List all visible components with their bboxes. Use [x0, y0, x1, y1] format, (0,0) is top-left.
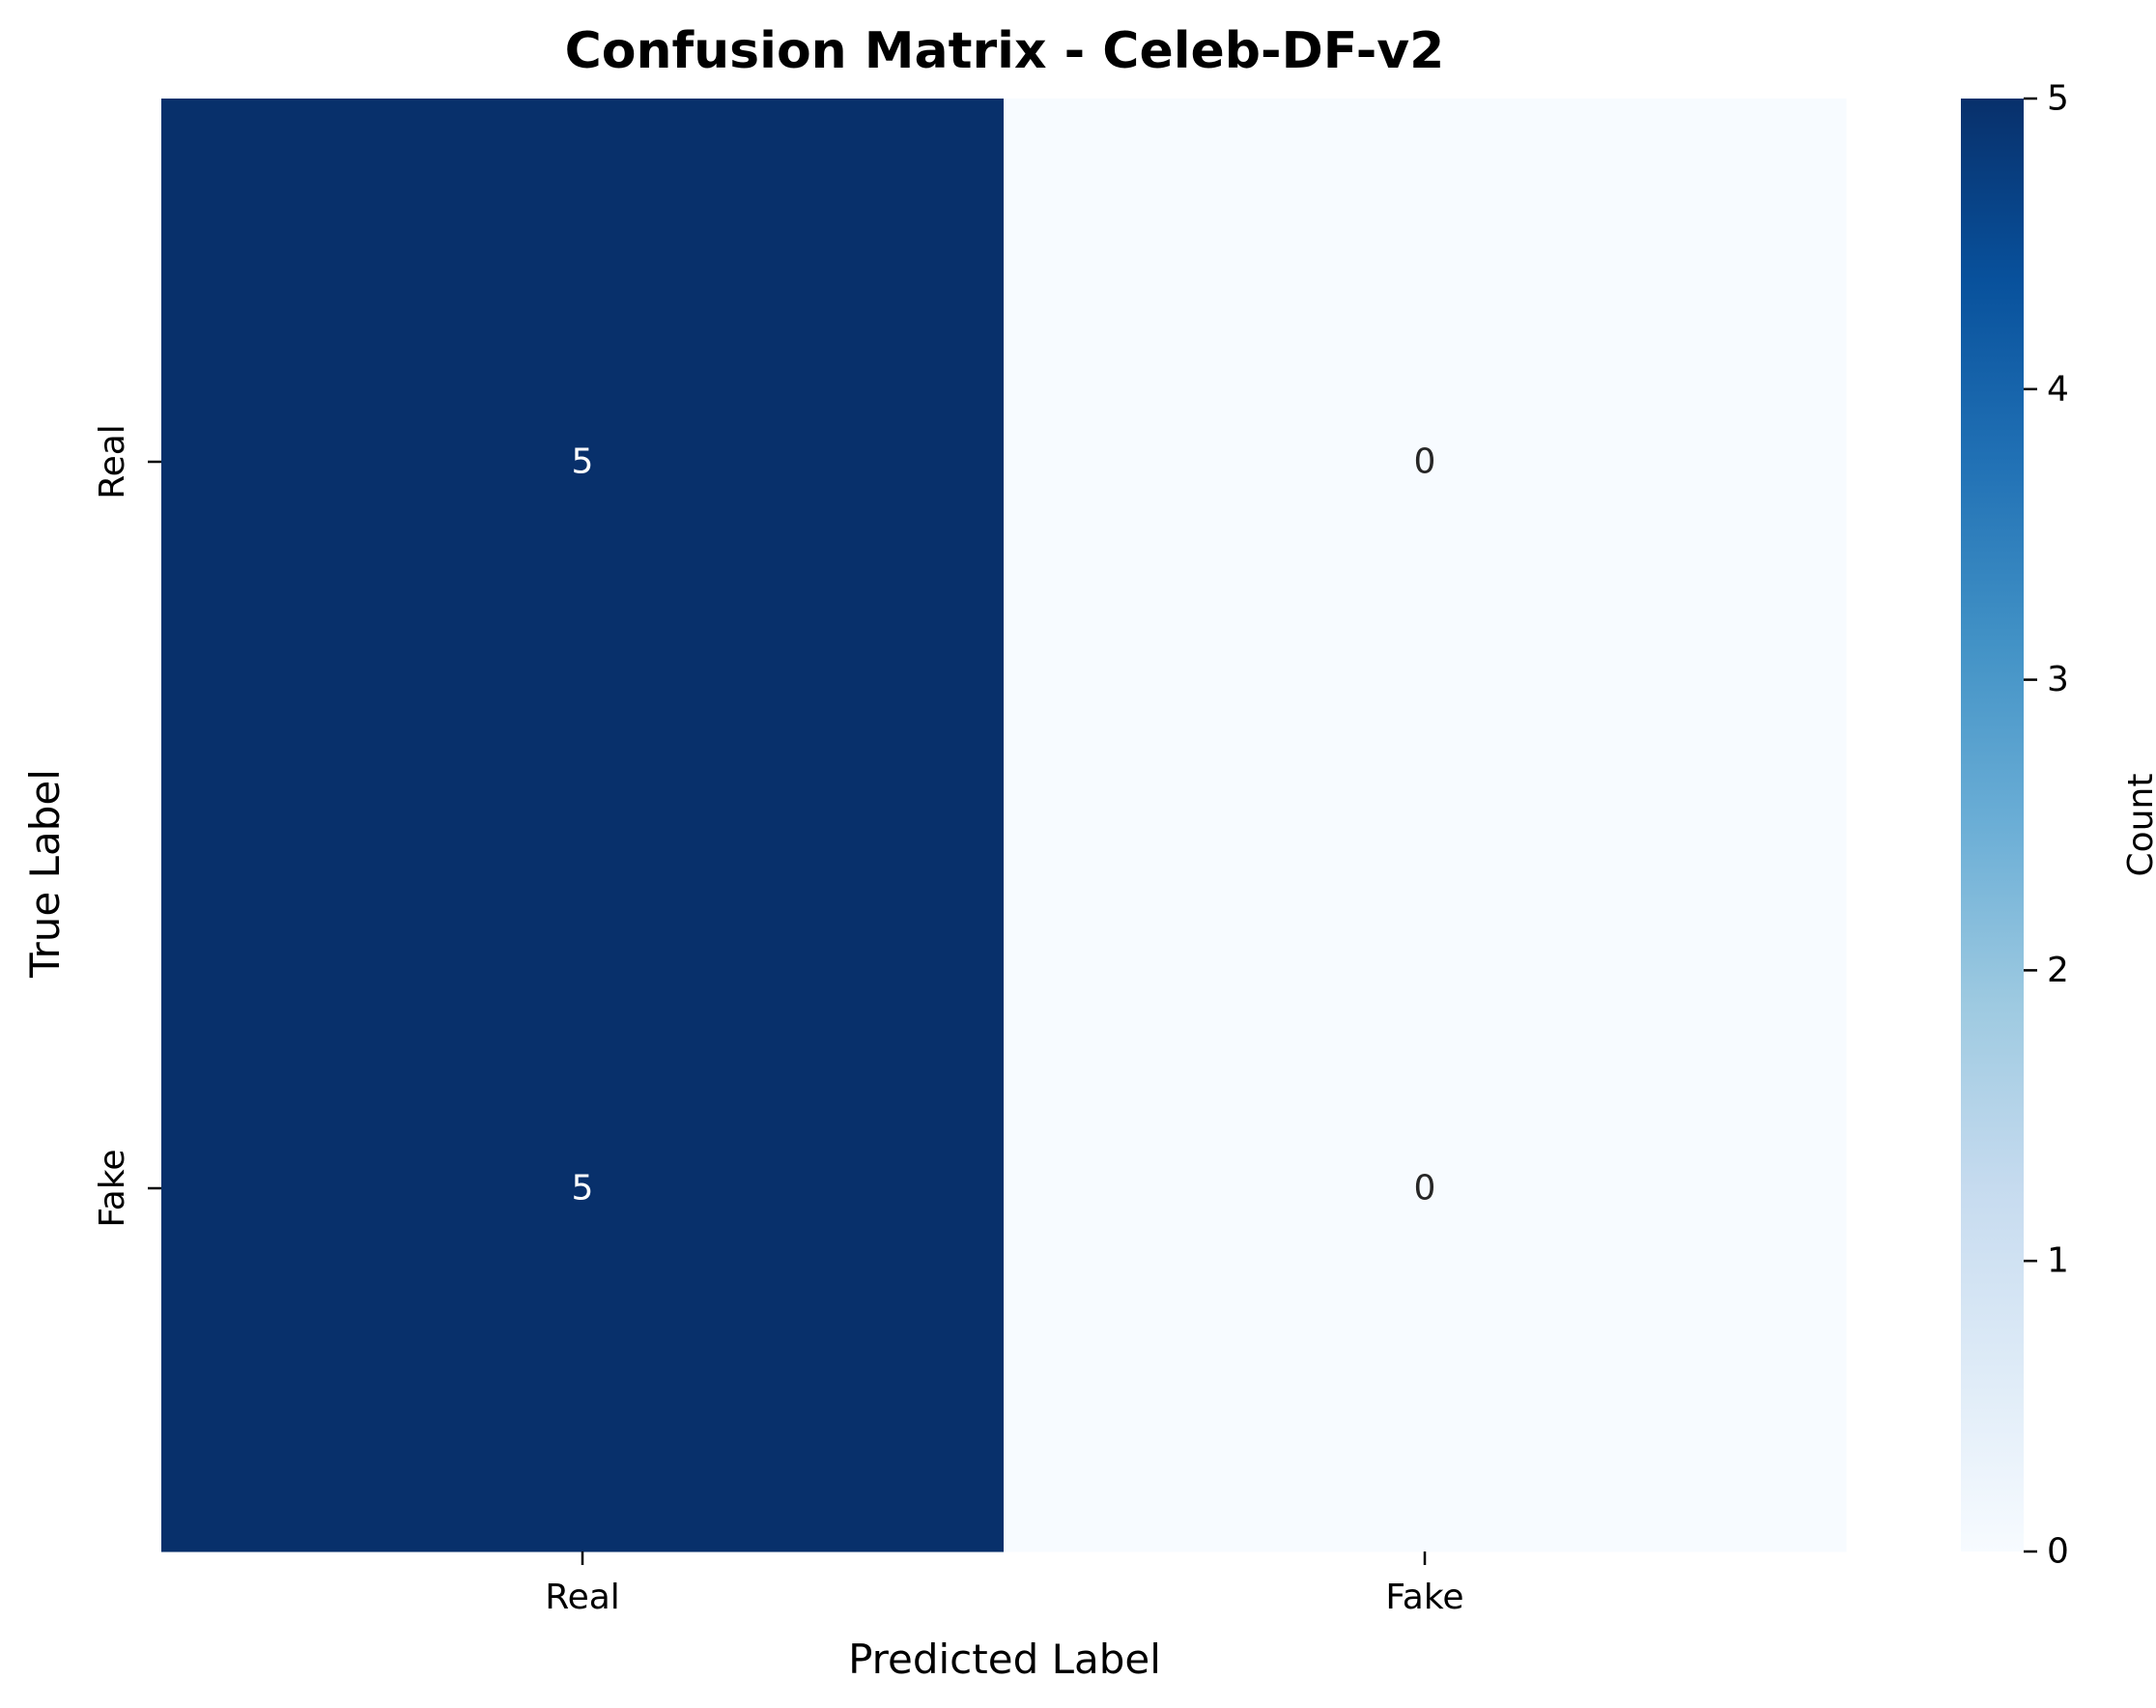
heatmap-annotations: 5 0 5 0 [572, 442, 1436, 1209]
colorbar-tick-label: 3 [2047, 660, 2069, 699]
cell-annotation-1-0: 5 [572, 1169, 594, 1209]
heatmap-cells [161, 99, 1847, 1552]
cell-annotation-0-1: 0 [1414, 442, 1436, 482]
y-tick-label: Fake [93, 1149, 132, 1227]
x-tick-label: Real [545, 1578, 620, 1617]
y-tick-label: Real [93, 424, 132, 499]
x-axis-label: Predicted Label [848, 1636, 1161, 1683]
heatmap-cell-1-0 [161, 825, 1005, 1552]
colorbar [1961, 99, 2024, 1551]
colorbar-tick-label: 2 [2047, 951, 2069, 990]
colorbar-label: Count [2121, 774, 2156, 877]
cell-annotation-0-0: 5 [572, 442, 594, 482]
heatmap-cell-1-1 [1004, 825, 1847, 1552]
x-tick-label: Fake [1385, 1578, 1463, 1617]
heatmap-cell-0-0 [161, 99, 1005, 826]
colorbar-tick-label: 4 [2047, 369, 2069, 409]
x-axis-ticks: Real Fake [545, 1551, 1464, 1617]
colorbar-tick-label: 0 [2047, 1532, 2069, 1572]
y-axis-label: True Label [21, 769, 69, 979]
colorbar-tick-label: 1 [2047, 1241, 2069, 1281]
cell-annotation-1-1: 0 [1414, 1169, 1436, 1209]
y-axis-ticks: Real Fake [93, 424, 161, 1228]
heatmap-cell-0-1 [1004, 99, 1847, 826]
colorbar-ticks: 0 1 2 3 4 5 [2024, 79, 2069, 1572]
colorbar-tick-label: 5 [2047, 79, 2069, 119]
chart-title: Confusion Matrix - Celeb-DF-v2 [565, 22, 1445, 80]
